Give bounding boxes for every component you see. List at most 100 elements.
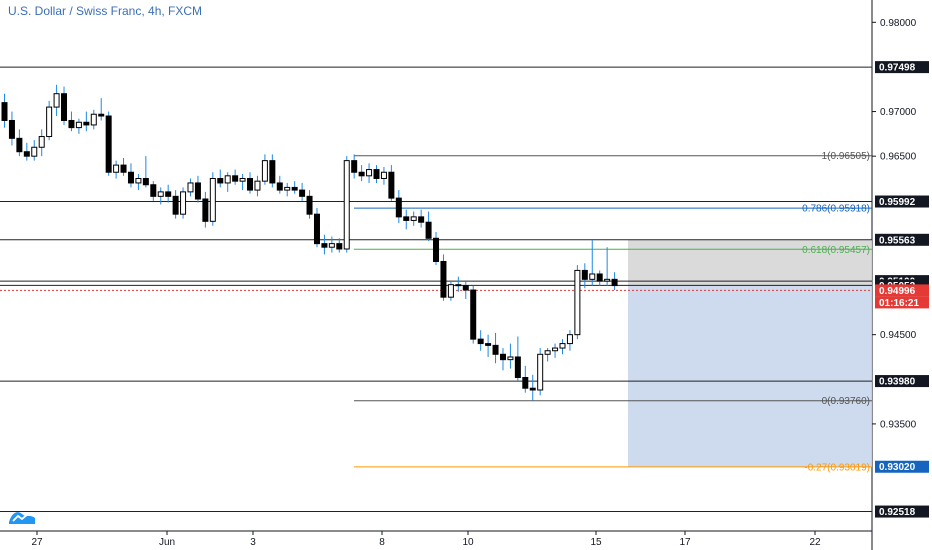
candle-body (23, 151, 30, 157)
stop-loss-zone (628, 239, 872, 286)
price-axis-label-bg (875, 296, 929, 309)
x-tick-label: 10 (462, 537, 474, 548)
candle-body (16, 137, 23, 153)
candle-body (447, 284, 454, 298)
price-axis-label: 0.94996 (879, 286, 916, 297)
y-tick-label: 0.97000 (880, 107, 917, 118)
candle-body (440, 260, 447, 298)
candle-body (202, 198, 209, 222)
candle-body (224, 175, 231, 184)
candle-body (544, 350, 551, 355)
price-axis-label-bg (875, 61, 929, 74)
price-axis-label: 0.95992 (879, 197, 916, 208)
candle-body (127, 171, 134, 184)
price-axis-label-bg (875, 284, 929, 297)
candle-body (165, 191, 172, 197)
candle-body (313, 213, 320, 245)
candle-body (581, 269, 588, 280)
price-axis-label: 01:16:21 (879, 298, 919, 309)
candle-body (31, 146, 38, 157)
candle-body (209, 177, 216, 222)
price-axis-label-bg (875, 460, 929, 473)
candle-body (358, 171, 365, 177)
candle-body (529, 387, 536, 391)
candle-body (98, 113, 105, 117)
price-axis-label-bg (875, 195, 929, 208)
candle-body (537, 353, 544, 391)
candle-body (522, 377, 529, 389)
candle-body (306, 195, 313, 215)
candle-body (566, 334, 573, 345)
candle-body (254, 180, 261, 191)
candle-body (299, 189, 306, 197)
candle-body (596, 273, 603, 282)
candle-body (373, 169, 380, 179)
candle-body (380, 171, 387, 179)
candle-body (8, 119, 15, 139)
candle-body (418, 216, 425, 223)
price-axis-label-bg (875, 505, 929, 518)
candle-body (604, 278, 611, 282)
x-tick-label: 15 (590, 537, 602, 548)
fib-level-label: 1(0.96505) (822, 151, 870, 162)
candle-body (194, 182, 201, 200)
y-tick-label: 0.98000 (880, 18, 917, 29)
y-tick-label: 0.96500 (880, 152, 917, 163)
candle-body (157, 191, 164, 197)
fib-level-label: 0.786(0.95918) (802, 204, 870, 215)
candle-body (1, 102, 8, 121)
candle-body (403, 216, 410, 221)
candle-body (180, 191, 187, 215)
x-tick-label: 8 (379, 537, 385, 548)
candle-body (53, 93, 60, 108)
candle-body (105, 115, 112, 173)
take-profit-zone (628, 285, 872, 467)
price-axis-label-bg (875, 375, 929, 388)
x-tick-label: 17 (679, 537, 691, 548)
candle-body (574, 269, 581, 336)
price-axis-label: 0.93020 (879, 462, 916, 473)
y-tick-label: 0.93500 (880, 419, 917, 430)
x-tick-label: 3 (250, 537, 256, 548)
candle-body (90, 113, 97, 126)
fib-level-label: 0(0.93760) (822, 396, 870, 407)
price-axis-label: 0.92518 (879, 507, 916, 518)
candle-body (499, 353, 506, 361)
candle-body (425, 221, 432, 239)
candle-body (492, 344, 499, 355)
candle-body (68, 119, 75, 129)
fib-level-label: -0.27(0.93019) (804, 462, 870, 473)
candle-body (336, 243, 343, 250)
candle-body (247, 177, 254, 191)
candle-body (589, 273, 596, 280)
candle-body (239, 177, 246, 182)
candle-body (269, 160, 276, 184)
candle-body (433, 237, 440, 262)
candle-body (351, 160, 358, 173)
candle-body (552, 347, 559, 352)
candle-body (410, 216, 417, 221)
candle-body (120, 164, 127, 173)
candle-body (284, 186, 291, 191)
x-tick-label: Jun (159, 537, 175, 548)
candle-body (507, 356, 514, 361)
candle-body (470, 289, 477, 340)
candle-body (217, 177, 224, 184)
candle-body (46, 106, 53, 138)
candle-body (38, 136, 45, 148)
candle-body (395, 197, 402, 218)
candle-body (477, 338, 484, 345)
candle-body (291, 186, 298, 191)
candle-body (366, 169, 373, 177)
price-axis-label-bg (875, 233, 929, 246)
fib-level-label: 0.618(0.95457) (802, 245, 870, 256)
y-tick-label: 0.94500 (880, 330, 917, 341)
candle-body (611, 278, 618, 287)
candle-body (135, 177, 142, 184)
candle-body (388, 171, 395, 199)
price-axis-label: 0.97498 (879, 63, 916, 74)
tradingview-logo-icon (9, 512, 35, 524)
candle-body (462, 285, 469, 291)
candle-body (455, 284, 462, 287)
